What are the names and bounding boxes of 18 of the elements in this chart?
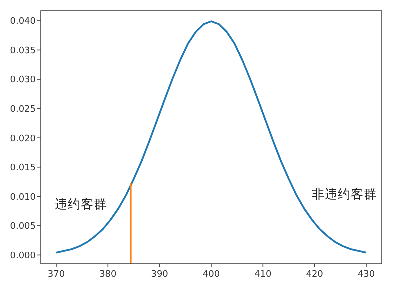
y-tick-label: 0.010 bbox=[10, 192, 36, 203]
y-tick-label: 0.035 bbox=[10, 46, 36, 56]
y-tick-label: 0.030 bbox=[10, 76, 36, 86]
y-tick-label: 0.020 bbox=[10, 134, 36, 144]
y-tick-label: 0.015 bbox=[10, 164, 36, 174]
y-tick-label: 0.025 bbox=[10, 105, 36, 116]
x-tick-label: 390 bbox=[151, 270, 169, 280]
y-tick-label: 0.000 bbox=[10, 251, 36, 262]
y-tick-label: 0.040 bbox=[10, 17, 36, 28]
annotation: 非违约客群 bbox=[312, 186, 377, 202]
x-tick-label: 430 bbox=[358, 270, 376, 280]
annotation: 违约客群 bbox=[55, 196, 107, 212]
x-tick-label: 380 bbox=[100, 270, 118, 280]
y-tick-label: 0.005 bbox=[10, 222, 36, 232]
x-tick-label: 400 bbox=[202, 270, 220, 280]
x-tick-label: 420 bbox=[306, 270, 324, 280]
x-tick-label: 370 bbox=[48, 270, 66, 280]
x-tick-label: 410 bbox=[254, 270, 272, 280]
